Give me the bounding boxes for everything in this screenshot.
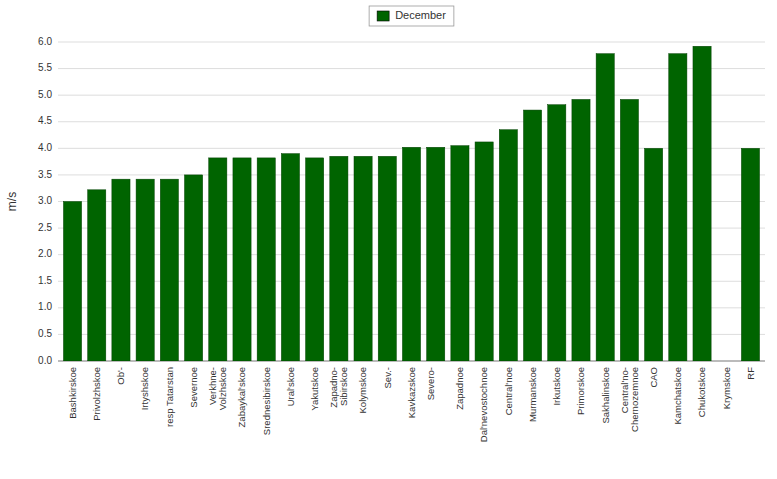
bar xyxy=(209,158,227,361)
x-tick-label: Verkhnе-Volzhskoe xyxy=(207,367,228,410)
bar xyxy=(354,156,372,361)
x-tick-label: Kolymskoe xyxy=(357,367,368,413)
bar xyxy=(330,156,348,361)
bar xyxy=(572,99,590,361)
y-ticks: 0.0 0.5 1.0 1.5 2.0 2.5 3.0 3.5 4.0 4.5 5.0 5.5 6.0 xyxy=(38,36,52,366)
bar xyxy=(63,202,81,362)
x-tick-label: Srednesibirskoe xyxy=(261,367,272,435)
chart: 0.0 0.5 1.0 1.5 2.0 2.5 3.0 3.5 4.0 4.5 5.0 5.5 6.0 B… xyxy=(0,0,777,479)
x-tick-label: Irtyshskoe xyxy=(139,367,150,410)
bar xyxy=(620,99,638,361)
bar xyxy=(499,130,517,361)
x-tick-label: Krymskoe xyxy=(721,367,732,409)
legend: December xyxy=(369,6,454,26)
bar xyxy=(281,154,299,361)
x-tick-label: Dal'nevostochnoe xyxy=(478,367,489,442)
x-tick-label: Primorskoe xyxy=(575,367,586,415)
y-tick-label: 4.5 xyxy=(38,115,52,126)
legend-swatch xyxy=(377,11,389,21)
bar xyxy=(427,147,445,361)
bar xyxy=(669,54,687,361)
x-ticks: Bashkirskoe Privolzhskoe Ob'- Irtyshskoe res… xyxy=(67,367,756,442)
x-tick-label: Sev.- xyxy=(382,367,393,388)
bar xyxy=(257,158,275,361)
x-tick-label: Sakhalinskoe xyxy=(600,367,611,424)
bar xyxy=(741,148,759,361)
x-tick-label: CAO xyxy=(648,367,659,388)
legend-box xyxy=(369,6,454,26)
bar xyxy=(548,105,566,361)
bar xyxy=(693,46,711,361)
x-tick-label: Zapadno-Sibirskoe xyxy=(328,367,349,408)
y-tick-label: 3.0 xyxy=(38,195,52,206)
x-tick-label: Bashkirskoe xyxy=(67,367,78,419)
y-tick-label: 1.5 xyxy=(38,275,52,286)
bar xyxy=(233,158,251,361)
x-tick-label: Central'noe xyxy=(503,367,514,415)
x-tick-label: resp Tatarstan xyxy=(164,367,175,427)
bars xyxy=(63,46,759,361)
bar xyxy=(185,175,203,361)
grid-line xyxy=(58,42,765,43)
x-tick-label: Privolzhskoe xyxy=(91,367,102,421)
x-tick-label: Ural'skoe xyxy=(285,367,296,406)
x-tick-label: Irkutskoe xyxy=(551,367,562,406)
grid-line xyxy=(58,95,765,96)
bar xyxy=(645,148,663,361)
bar xyxy=(306,158,324,361)
grid-line xyxy=(58,68,765,69)
bar xyxy=(160,179,178,361)
y-tick-label: 3.5 xyxy=(38,169,52,180)
grid xyxy=(58,42,765,361)
y-tick-label: 6.0 xyxy=(38,36,52,47)
y-tick-label: 2.0 xyxy=(38,248,52,259)
y-axis-label: m/s xyxy=(5,192,19,211)
bar xyxy=(378,156,396,361)
x-tick-label: Murmanskoe xyxy=(527,367,538,422)
x-tick-label: Kavkazskoe xyxy=(406,367,417,418)
legend-label: December xyxy=(395,9,446,21)
x-tick-label: Ob'- xyxy=(115,367,126,385)
y-tick-label: 2.5 xyxy=(38,222,52,233)
x-tick-label: RF xyxy=(745,367,756,380)
x-tick-label: Severo- xyxy=(425,367,436,400)
bar xyxy=(112,179,130,361)
bar xyxy=(475,142,493,361)
bar xyxy=(451,146,469,361)
grid-line xyxy=(58,121,765,122)
x-tick-label: Yakutskoe xyxy=(309,367,320,411)
x-tick-label: Central'no-Chernozemnoe xyxy=(619,367,640,432)
y-tick-label: 5.0 xyxy=(38,89,52,100)
bar xyxy=(88,190,106,361)
bar xyxy=(596,54,614,361)
bar xyxy=(717,361,735,362)
bar xyxy=(523,110,541,361)
bar xyxy=(402,147,420,361)
x-tick-label: Kamchatskoe xyxy=(672,367,683,425)
y-tick-label: 4.0 xyxy=(38,142,52,153)
bar xyxy=(136,179,154,361)
y-tick-label: 5.5 xyxy=(38,62,52,73)
x-tick-label: Zabaykal'skoe xyxy=(236,367,247,427)
x-tick-label: Zapadnoe xyxy=(454,367,465,410)
x-tick-label: Severnoe xyxy=(188,367,199,408)
x-tick-label: Chukotskoe xyxy=(696,367,707,417)
y-tick-label: 0.5 xyxy=(38,328,52,339)
y-tick-label: 0.0 xyxy=(38,355,52,366)
y-tick-label: 1.0 xyxy=(38,301,52,312)
